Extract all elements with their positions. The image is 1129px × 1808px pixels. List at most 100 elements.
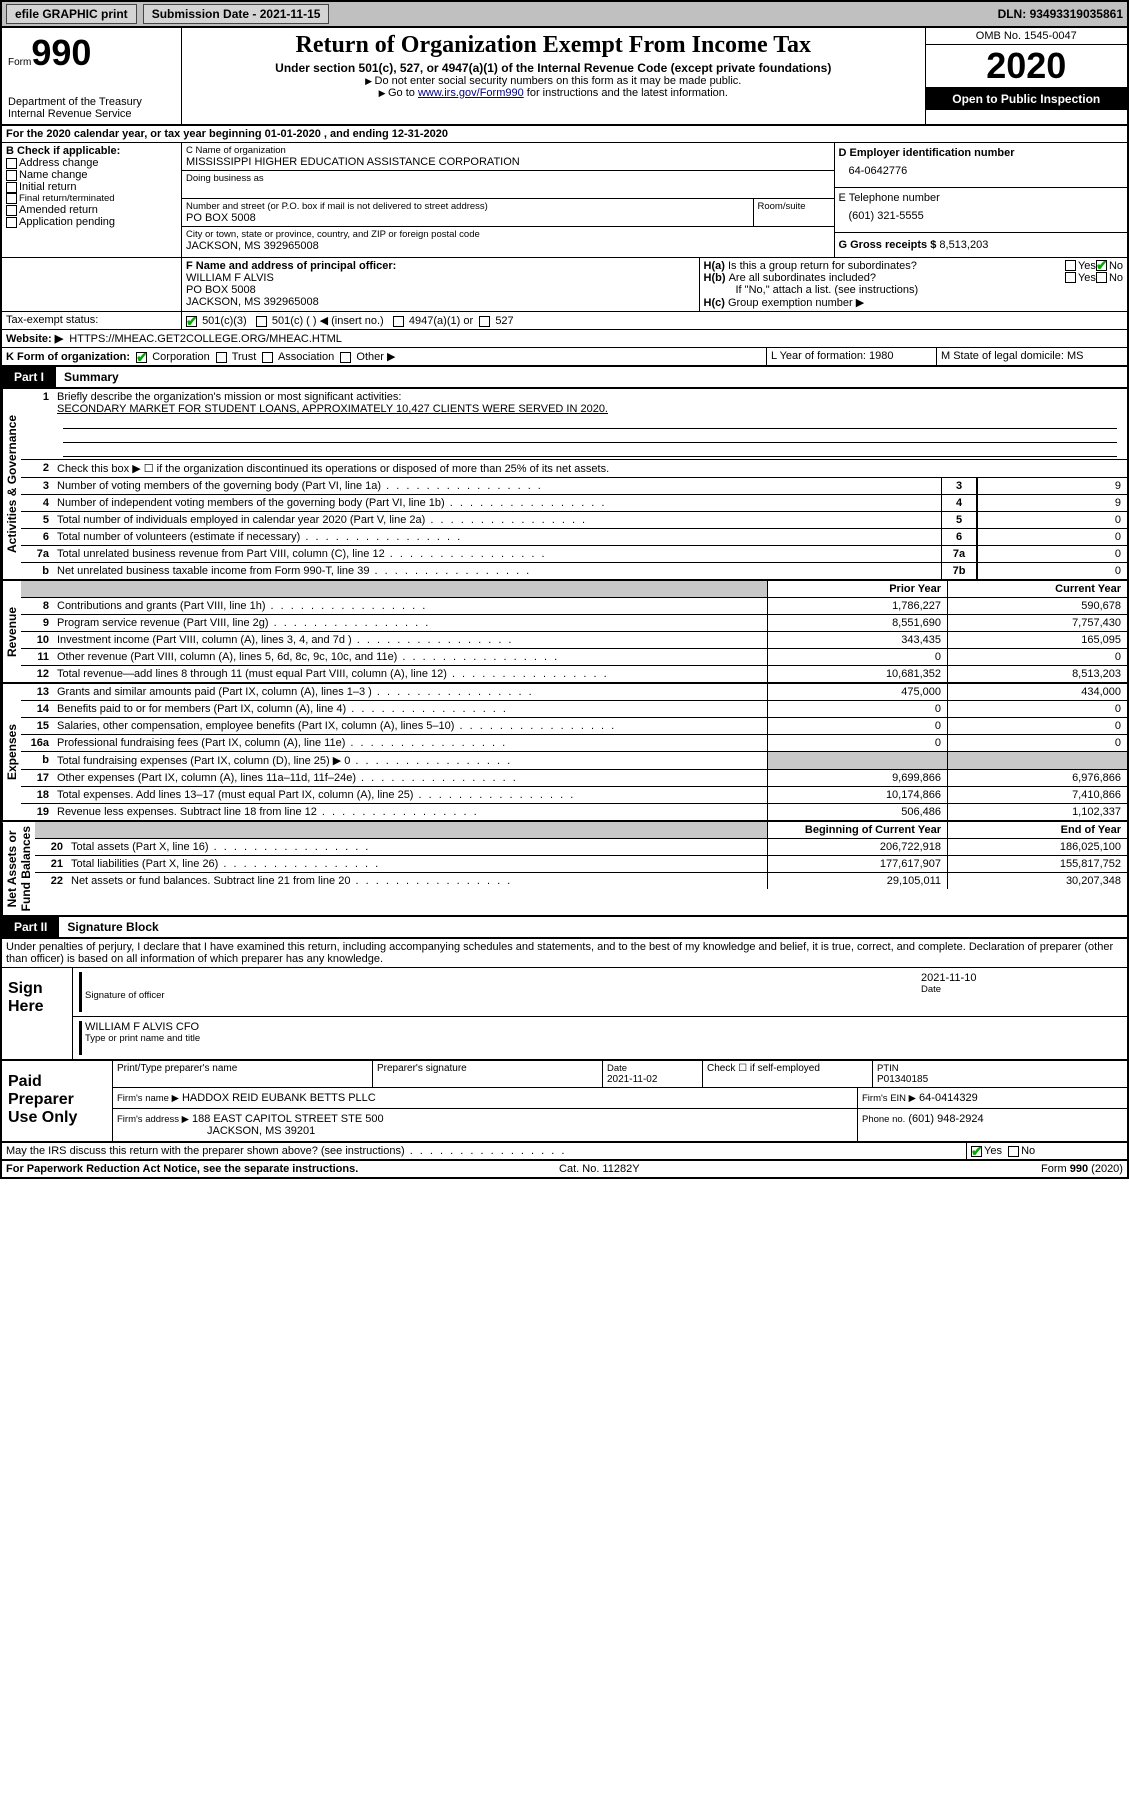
form-number: 990 — [31, 32, 91, 73]
perjury-text: Under penalties of perjury, I declare th… — [0, 939, 1129, 968]
check-final[interactable] — [6, 193, 17, 204]
exp-section: Expenses 13Grants and similar amounts pa… — [0, 684, 1129, 822]
firm-ein-label: Firm's EIN ▶ — [862, 1093, 916, 1104]
sign-here-block: Sign Here Signature of officer 2021-11-1… — [0, 968, 1129, 1061]
box-deg: D Employer identification number 64-0642… — [835, 143, 1128, 257]
check-trust[interactable] — [216, 352, 227, 363]
prep-name-label: Print/Type preparer's name — [113, 1061, 373, 1088]
check-pending[interactable] — [6, 217, 17, 228]
website-value: HTTPS://MHEAC.GET2COLLEGE.ORG/MHEAC.HTML — [69, 333, 342, 345]
opt-other: Other ▶ — [356, 351, 395, 363]
gov-row: 3Number of voting members of the governi… — [21, 478, 1127, 495]
table-row: 16aProfessional fundraising fees (Part I… — [21, 735, 1127, 752]
firm-label: Firm's name ▶ — [117, 1093, 179, 1104]
table-row: 19Revenue less expenses. Subtract line 1… — [21, 804, 1127, 820]
table-row: 9Program service revenue (Part VIII, lin… — [21, 615, 1127, 632]
table-row: 11Other revenue (Part VIII, column (A), … — [21, 649, 1127, 666]
check-501c[interactable] — [256, 316, 267, 327]
part1-num: Part I — [2, 367, 56, 387]
check-4947[interactable] — [393, 316, 404, 327]
sign-here-label: Sign Here — [2, 968, 72, 1059]
gov-row: 7aTotal unrelated business revenue from … — [21, 546, 1127, 563]
opt-addr: Address change — [19, 157, 99, 169]
gov-sidelabel: Activities & Governance — [2, 389, 21, 579]
taxstatus-label: Tax-exempt status: — [2, 312, 182, 329]
line-a-text: For the 2020 calendar year, or tax year … — [2, 126, 1127, 142]
identity-block: B Check if applicable: Address change Na… — [0, 143, 1129, 258]
check-assoc[interactable] — [262, 352, 273, 363]
box-b: B Check if applicable: Address change Na… — [2, 143, 182, 257]
sig-officer-label: Signature of officer — [85, 990, 921, 1001]
check-address[interactable] — [6, 158, 17, 169]
opt-527: 527 — [495, 315, 513, 327]
head-begin: Beginning of Current Year — [767, 822, 947, 838]
part1-header: Part I Summary — [0, 367, 1129, 389]
officer-addr1: PO BOX 5008 — [186, 284, 695, 296]
opt-pend: Application pending — [19, 216, 115, 228]
head-curr: Current Year — [947, 581, 1127, 597]
opt-4947: 4947(a)(1) or — [409, 315, 473, 327]
top-bar: efile GRAPHIC print Submission Date - 20… — [0, 0, 1129, 28]
ptin-l: PTIN — [877, 1063, 899, 1074]
check-corp[interactable] — [136, 352, 147, 363]
hb-note: If "No," attach a list. (see instruction… — [704, 284, 1124, 296]
hb-yes[interactable] — [1065, 272, 1076, 283]
opt-trust: Trust — [232, 351, 257, 363]
hb-no[interactable] — [1096, 272, 1107, 283]
table-row: 20Total assets (Part X, line 16)206,722,… — [35, 839, 1127, 856]
gross-label: G Gross receipts $ — [839, 239, 937, 251]
check-527[interactable] — [479, 316, 490, 327]
na-sidelabel: Net Assets or Fund Balances — [2, 822, 35, 915]
room-label: Room/suite — [754, 199, 834, 226]
ein-value: 64-0642776 — [839, 159, 1124, 183]
ha-yes[interactable] — [1065, 260, 1076, 271]
officer-addr2: JACKSON, MS 392965008 — [186, 296, 695, 308]
subtitle-1: Under section 501(c), 527, or 4947(a)(1)… — [186, 61, 921, 75]
box-c: C Name of organization MISSISSIPPI HIGHE… — [182, 143, 835, 257]
box-c-label: C Name of organization — [186, 145, 830, 156]
line-j: Website: ▶ HTTPS://MHEAC.GET2COLLEGE.ORG… — [0, 330, 1129, 348]
line-k: K Form of organization: Corporation Trus… — [0, 348, 1129, 367]
firm-phone: (601) 948-2924 — [908, 1113, 983, 1125]
gross-value: 8,513,203 — [939, 239, 988, 251]
check-501c3[interactable] — [186, 316, 197, 327]
firm-phone-label: Phone no. — [862, 1114, 905, 1125]
org-address: PO BOX 5008 — [186, 212, 749, 224]
check-name[interactable] — [6, 170, 17, 181]
header-right: OMB No. 1545-0047 2020 Open to Public In… — [925, 28, 1128, 124]
ein-label: D Employer identification number — [839, 147, 1124, 159]
sig-name: WILLIAM F ALVIS CFO — [85, 1021, 1121, 1033]
footer-mid: Cat. No. 11282Y — [559, 1163, 640, 1175]
gov-row: 5Total number of individuals employed in… — [21, 512, 1127, 529]
check-initial[interactable] — [6, 182, 17, 193]
omb-no: OMB No. 1545-0047 — [926, 28, 1128, 45]
table-row: 13Grants and similar amounts paid (Part … — [21, 684, 1127, 701]
check-amended[interactable] — [6, 205, 17, 216]
formorg-label: K Form of organization: — [6, 351, 130, 363]
prep-date-l: Date — [607, 1063, 627, 1074]
firm-addr1: 188 EAST CAPITOL STREET STE 500 — [192, 1113, 384, 1125]
irs-link[interactable]: www.irs.gov/Form990 — [418, 87, 524, 99]
paid-grid: Print/Type preparer's name Preparer's si… — [113, 1061, 1127, 1088]
table-row: 10Investment income (Part VIII, column (… — [21, 632, 1127, 649]
discuss-yes[interactable] — [971, 1146, 982, 1157]
sig-date-label: Date — [921, 984, 1121, 995]
part1-title: Summary — [56, 367, 127, 387]
city-label: City or town, state or province, country… — [186, 229, 830, 240]
head-prior: Prior Year — [767, 581, 947, 597]
tax-year: 2020 — [926, 45, 1128, 88]
footer-left: For Paperwork Reduction Act Notice, see … — [6, 1163, 358, 1175]
mission-text: SECONDARY MARKET FOR STUDENT LOANS, APPR… — [57, 403, 608, 415]
ha-no[interactable] — [1096, 260, 1107, 271]
check-other[interactable] — [340, 352, 351, 363]
table-row: 8Contributions and grants (Part VIII, li… — [21, 598, 1127, 615]
firm-ein: 64-0414329 — [919, 1092, 978, 1104]
phone-label: E Telephone number — [839, 192, 1124, 204]
gov-row: 4Number of independent voting members of… — [21, 495, 1127, 512]
submission-date: Submission Date - 2021-11-15 — [143, 4, 330, 24]
table-row: 21Total liabilities (Part X, line 26)177… — [35, 856, 1127, 873]
sig-name-label: Type or print name and title — [85, 1033, 1121, 1044]
discuss-row: May the IRS discuss this return with the… — [0, 1143, 1129, 1161]
taxstatus-opts: 501(c)(3) 501(c) ( ) ◀ (insert no.) 4947… — [182, 312, 1127, 329]
discuss-no[interactable] — [1008, 1146, 1019, 1157]
